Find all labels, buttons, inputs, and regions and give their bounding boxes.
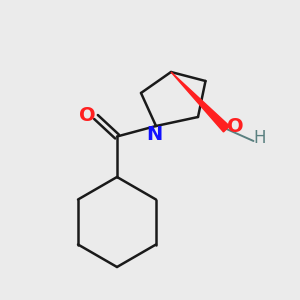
Polygon shape (171, 72, 230, 132)
Text: N: N (146, 125, 163, 145)
Text: O: O (79, 106, 96, 125)
Text: H: H (253, 129, 266, 147)
Text: O: O (227, 116, 244, 136)
